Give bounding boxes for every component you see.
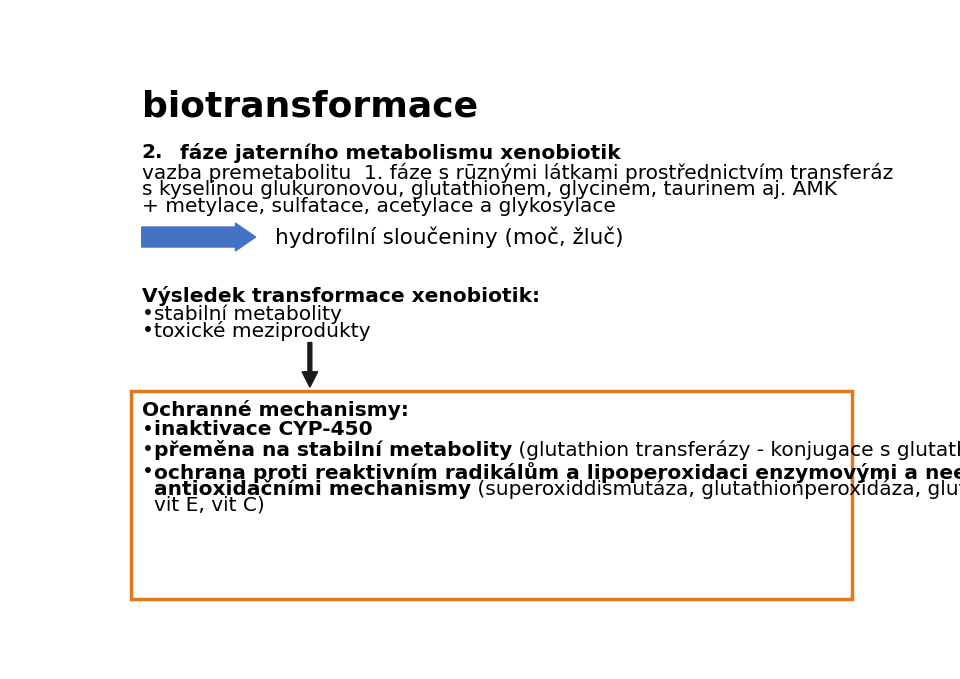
Bar [131,391,852,599]
Text: + metylace, sulfatace, acetylace a glykosylace: + metylace, sulfatace, acetylace a glyko… [142,197,615,216]
Text: •: • [142,420,154,439]
Text: •: • [142,321,154,340]
Text: vit E, vit C): vit E, vit C) [155,496,265,515]
Text: biotransformace: biotransformace [142,89,478,123]
Text: toxické meziprodukty: toxické meziprodukty [155,321,371,341]
Text: ochrana proti reaktivním radikálům a lipoperoxidaci enzymovými a neenzymovými: ochrana proti reaktivním radikálům a lip… [155,462,960,483]
Text: stabilní metabolity: stabilní metabolity [155,304,342,323]
Text: vazba premetabolitu  1. fáze s rūznými látkami prostřednictvím transferáz: vazba premetabolitu 1. fáze s rūznými lá… [142,163,893,183]
Text: •: • [142,304,154,323]
Text: přeměna na stabilní metabolity: přeměna na stabilní metabolity [155,440,513,460]
Text: (superoxiddismutáza, glutathionperoxidáza, glutathion,: (superoxiddismutáza, glutathionperoxidáz… [471,479,960,499]
FancyArrow shape [302,342,318,387]
Text: antioxidačními mechanismy: antioxidačními mechanismy [155,479,471,499]
Text: (glutathion transferázy - konjugace s glutathionem): (glutathion transferázy - konjugace s gl… [513,440,960,460]
Text: fáze jaterního metabolismu xenobiotik: fáze jaterního metabolismu xenobiotik [158,143,620,163]
Text: inaktivace CYP-450: inaktivace CYP-450 [155,420,372,439]
FancyArrow shape [142,223,255,251]
Text: Výsledek transformace xenobiotik:: Výsledek transformace xenobiotik: [142,286,540,306]
Text: •: • [142,440,154,459]
Text: 2.: 2. [142,143,163,162]
Text: •: • [142,462,154,481]
Text: Ochranné mechanismy:: Ochranné mechanismy: [142,400,409,420]
Text: s kyselinou glukuronovou, glutathionem, glycinem, taurinem aj. AMK: s kyselinou glukuronovou, glutathionem, … [142,180,837,199]
Text: hydrofilní sloučeniny (moč, žluč): hydrofilní sloučeniny (moč, žluč) [275,226,623,248]
